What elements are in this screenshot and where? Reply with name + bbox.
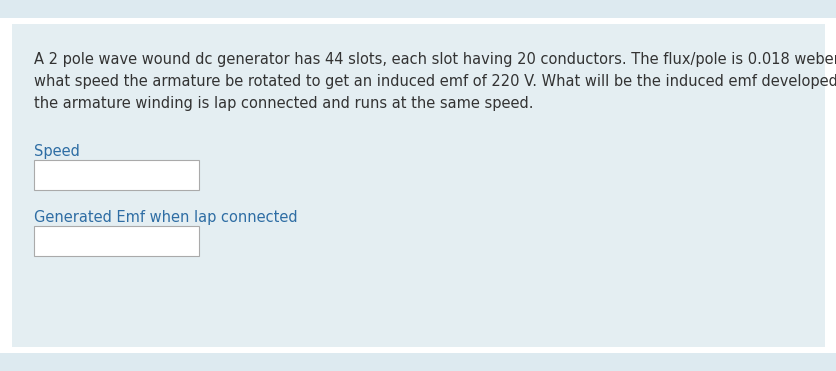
Bar [12,24,824,347]
Bar [34,226,199,256]
Text: Generated Emf when lap connected: Generated Emf when lap connected [34,210,298,225]
Text: what speed the armature be rotated to get an induced emf of 220 V. What will be : what speed the armature be rotated to ge… [34,74,836,89]
Text: A 2 pole wave wound dc generator has 44 slots, each slot having 20 conductors. T: A 2 pole wave wound dc generator has 44 … [34,52,836,67]
Text: the armature winding is lap connected and runs at the same speed.: the armature winding is lap connected an… [34,96,533,111]
Text: Speed: Speed [34,144,79,159]
Bar [0,353,836,371]
Bar [34,160,199,190]
Bar [0,0,836,18]
